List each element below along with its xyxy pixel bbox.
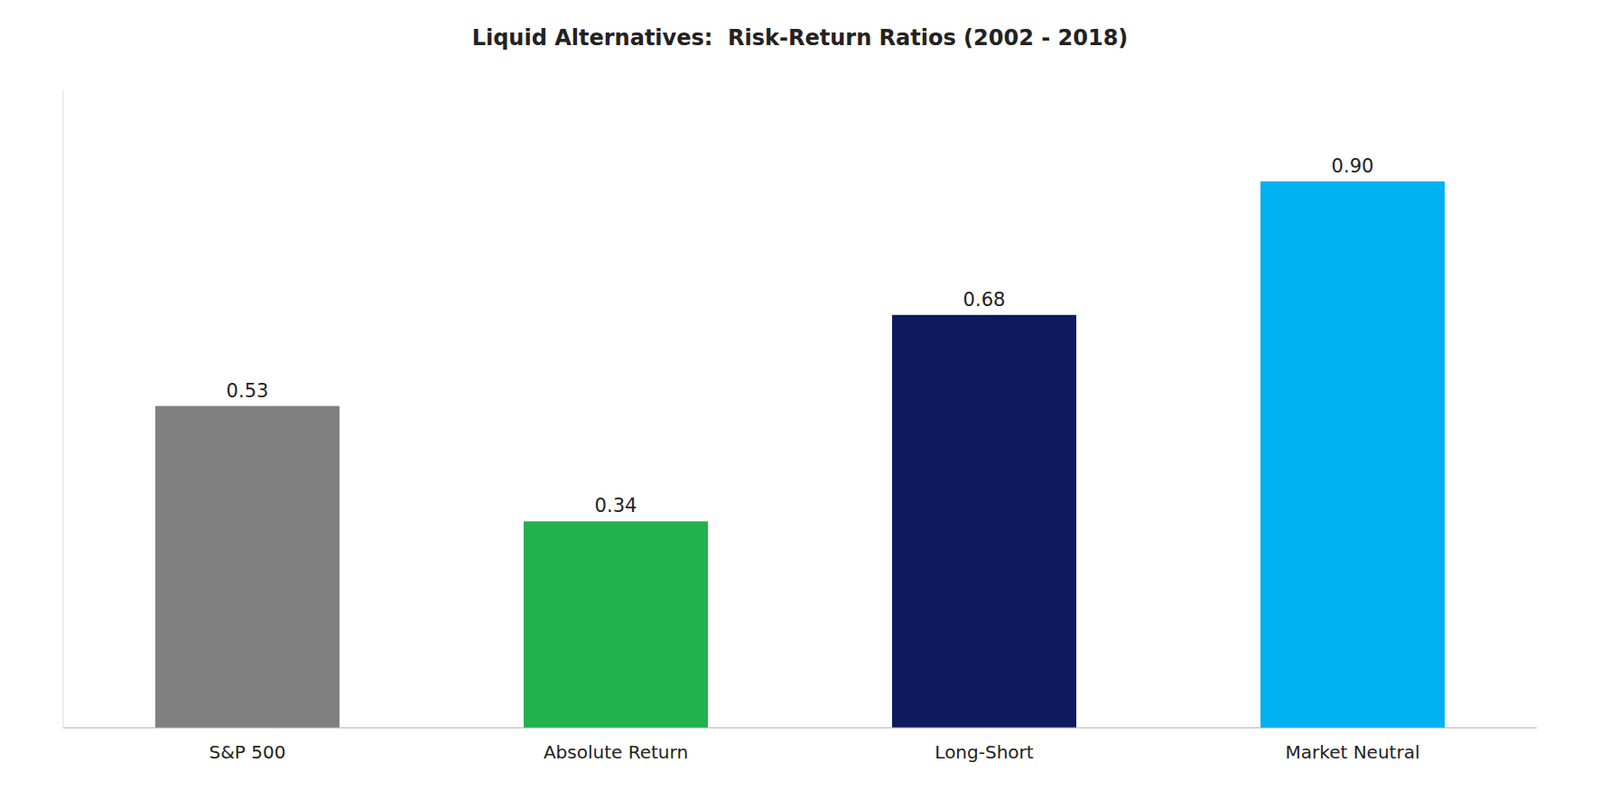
bar <box>155 406 340 728</box>
x-tick-label: Market Neutral <box>1285 741 1421 763</box>
x-tick-label: S&P 500 <box>209 741 287 763</box>
bar <box>1260 181 1445 728</box>
data-label: 0.53 <box>226 380 270 402</box>
bar <box>892 315 1077 728</box>
data-label: 0.68 <box>963 288 1006 311</box>
x-tick-label: Long-Short <box>934 741 1033 763</box>
data-label: 0.90 <box>1331 155 1375 177</box>
bars <box>155 181 1445 728</box>
chart-svg: Liquid Alternatives: Risk-Return Ratios … <box>0 0 1600 800</box>
chart-title: Liquid Alternatives: Risk-Return Ratios … <box>472 25 1129 51</box>
bar <box>523 520 708 728</box>
y-axis-line <box>63 90 65 728</box>
x-axis-line <box>63 727 1537 729</box>
data-label: 0.34 <box>595 494 638 517</box>
chart-container: Liquid Alternatives: Risk-Return Ratios … <box>0 0 1600 800</box>
x-tick-label: Absolute Return <box>543 741 689 763</box>
page: {"chart_data": {"type": "bar", "title": … <box>0 0 1600 800</box>
